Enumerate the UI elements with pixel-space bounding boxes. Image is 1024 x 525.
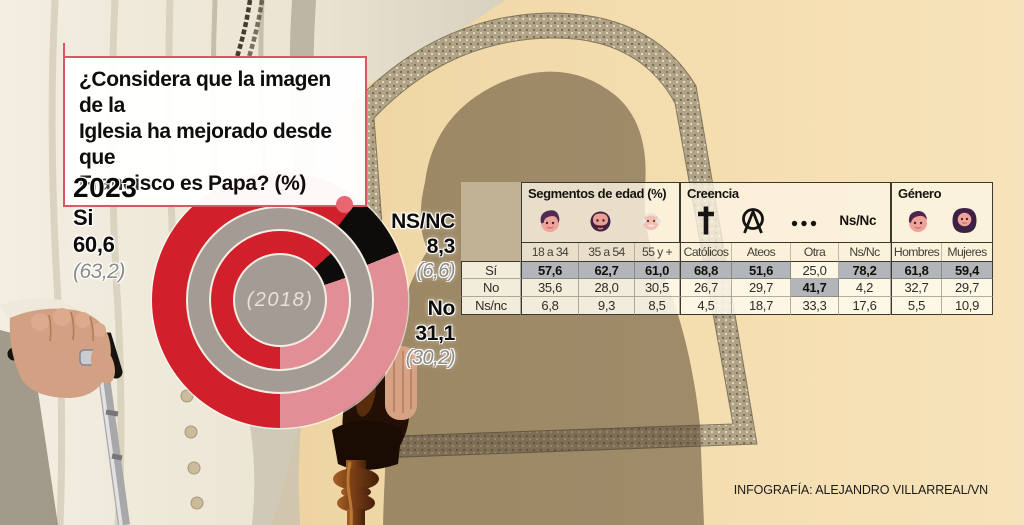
atheism-icon — [738, 206, 768, 235]
table-cell: 32,7 — [891, 279, 942, 297]
table-subheader-3: Católicos — [680, 243, 732, 261]
year-label: 2023 — [73, 172, 138, 203]
table-subheader-1: 35 a 54 — [579, 243, 635, 261]
table-cell: 17,6 — [839, 297, 891, 315]
credit-line: INFOGRAFÍA: ALEJANDRO VILLARREAL/VN — [733, 483, 988, 497]
table-group-title: Género — [898, 186, 942, 201]
stat-si-value: 60,6 — [73, 232, 115, 257]
table-corner — [461, 182, 521, 243]
stat-no: No 31,1 (30,2) — [330, 296, 456, 371]
table-subheader-gap — [461, 243, 521, 261]
stat-nsnc: NS/NC 8,3 (6,6) — [330, 209, 455, 284]
pope-right-hand — [385, 346, 417, 420]
table-cell: 25,0 — [791, 261, 839, 279]
table-cell: 59,4 — [942, 261, 993, 279]
table-subheader-2: 55 y + — [635, 243, 680, 261]
robe-buttons — [180, 389, 204, 510]
title-corner-tick — [63, 43, 65, 58]
man-face-icon — [906, 208, 930, 234]
table-subheader-0: 18 a 34 — [521, 243, 579, 261]
survey-table: Segmentos de edad (%) Creencia Ns/Nc Género… — [461, 182, 993, 315]
table-cell: 28,0 — [579, 279, 635, 297]
table-cell: 6,8 — [521, 297, 579, 315]
wooden-staff — [332, 346, 417, 525]
table-group-title: Segmentos de edad (%) — [528, 186, 667, 201]
nsnc-text: Ns/Nc — [839, 213, 877, 228]
table-cell: 57,6 — [521, 261, 579, 279]
table-cell: 61,8 — [891, 261, 942, 279]
table-cell: 68,8 — [680, 261, 732, 279]
table-cell: 29,7 — [732, 279, 791, 297]
table-group-1: Creencia Ns/Nc — [680, 182, 891, 243]
table-cell: 10,9 — [942, 297, 993, 315]
stat-nsnc-value: 8,3 — [426, 235, 456, 258]
stat-nsnc-name: NS/NC — [391, 210, 455, 233]
table-subheader-8: Mujeres — [942, 243, 993, 261]
metal-cane — [0, 298, 130, 525]
table-cell: 9,3 — [579, 297, 635, 315]
young-face-icon — [538, 208, 562, 234]
table-group-0: Segmentos de edad (%) — [521, 182, 680, 243]
table-subheader-5: Otra — [791, 243, 839, 261]
table-cell: 4,5 — [680, 297, 732, 315]
table-group-icons — [892, 201, 992, 242]
title-box: ¿Considera que la imagen de la Iglesia h… — [63, 43, 367, 213]
donut-center-label: (2018) — [246, 288, 314, 311]
stat-no-previous: (30,2) — [405, 347, 456, 369]
adult-face-icon — [588, 208, 613, 234]
table-cell: 41,7 — [791, 279, 839, 297]
donut-chart: (2018) — [152, 172, 408, 428]
table-group-icons: Ns/Nc — [681, 201, 890, 242]
table-cell: 35,6 — [521, 279, 579, 297]
table-cell: 62,7 — [579, 261, 635, 279]
table-subheader-6: Ns/Nc — [839, 243, 891, 261]
table-cell: 26,7 — [680, 279, 732, 297]
cross-icon — [695, 205, 717, 236]
table-cell: 33,3 — [791, 297, 839, 315]
stat-si-previous: (63,2) — [73, 260, 125, 283]
title-accent-dot — [336, 196, 353, 213]
table-group-icons — [522, 201, 679, 242]
pope-left-hand — [9, 308, 111, 398]
table-subheader-7: Hombres — [891, 243, 942, 261]
table-cell: 30,5 — [635, 279, 680, 297]
donut-center: (2018) — [233, 253, 327, 347]
page-title: ¿Considera que la imagen de la Iglesia h… — [79, 68, 332, 195]
pectoral-chain — [234, 0, 265, 58]
stat-no-value: 31,1 — [415, 322, 455, 345]
table-cell: 78,2 — [839, 261, 891, 279]
table-row-label: Sí — [461, 261, 521, 279]
elder-face-icon — [639, 208, 663, 234]
woman-face-icon — [951, 207, 978, 234]
table-group-2: Género — [891, 182, 993, 243]
table-cell: 18,7 — [732, 297, 791, 315]
table-row-label: Ns/nc — [461, 297, 521, 315]
stat-si-name: Si — [73, 205, 94, 230]
table-cell: 61,0 — [635, 261, 680, 279]
table-cell: 5,5 — [891, 297, 942, 315]
table-row-label: No — [461, 279, 521, 297]
ellipsis-icon — [790, 219, 818, 228]
stat-nsnc-previous: (6,6) — [416, 260, 455, 282]
table-group-title: Creencia — [687, 186, 739, 201]
table-cell: 4,2 — [839, 279, 891, 297]
stat-no-name: No — [427, 297, 456, 320]
table-cell: 51,6 — [732, 261, 791, 279]
table-cell: 8,5 — [635, 297, 680, 315]
table-subheader-4: Ateos — [732, 243, 791, 261]
stat-si: Si 60,6 (63,2) — [73, 204, 183, 285]
table-cell: 29,7 — [942, 279, 993, 297]
